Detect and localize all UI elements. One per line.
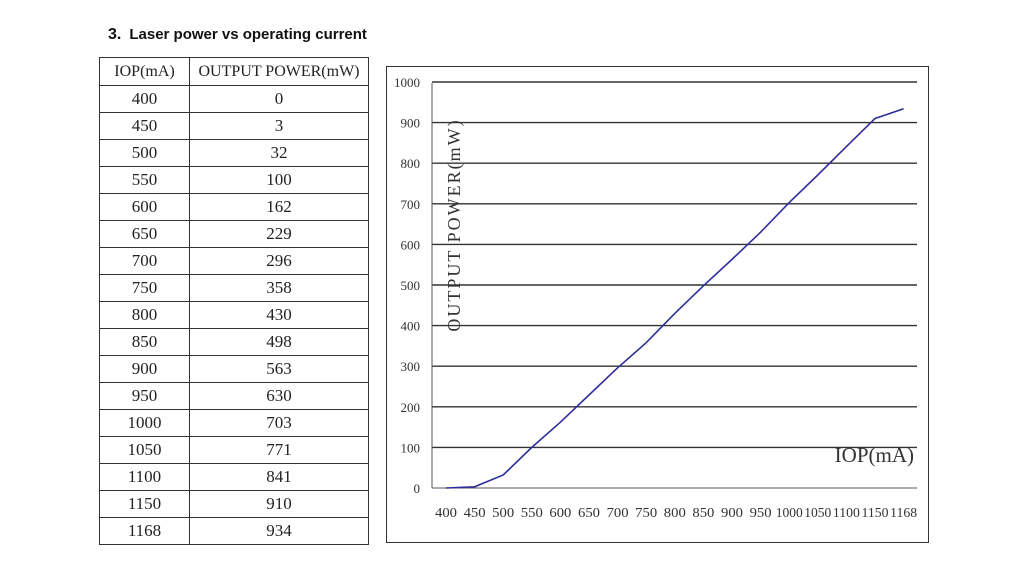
- table-row: 1150 910: [99, 490, 369, 518]
- x-tick-label: 800: [664, 506, 686, 521]
- cell-output-power: 32: [189, 139, 369, 167]
- y-tick-label: 100: [401, 440, 421, 455]
- x-tick-label: 750: [635, 506, 657, 521]
- cell-output-power: 100: [189, 166, 369, 194]
- section-number: 3.: [108, 26, 122, 43]
- x-tick-label: 850: [692, 506, 714, 521]
- x-axis-label: IOP(mA): [835, 443, 914, 467]
- y-tick-label: 800: [401, 156, 421, 171]
- cell-iop: 800: [99, 301, 190, 329]
- y-tick-label: 500: [401, 278, 421, 293]
- y-tick-label: 900: [401, 116, 421, 131]
- cell-iop: 450: [99, 112, 190, 140]
- cell-iop: 1150: [99, 490, 190, 518]
- cell-iop: 1050: [99, 436, 190, 464]
- y-tick-labels: 0 100 200 300 400 500 600 700 800 900 1000: [394, 75, 420, 496]
- y-tick-label: 600: [401, 237, 421, 252]
- table-row: 600 162: [99, 193, 369, 221]
- x-tick-label: 1050: [804, 506, 831, 521]
- cell-output-power: 3: [189, 112, 369, 140]
- table-row: 1100 841: [99, 463, 369, 491]
- header-output-power: OUTPUT POWER(mW): [189, 57, 369, 86]
- x-tick-label: 500: [492, 506, 514, 521]
- table-row: 750 358: [99, 274, 369, 302]
- x-tick-label: 700: [607, 506, 629, 521]
- table-row: 1168 934: [99, 517, 369, 545]
- table-row: 650 229: [99, 220, 369, 248]
- section-title: Laser power vs operating current: [129, 26, 367, 43]
- table-row: 550 100: [99, 166, 369, 194]
- cell-output-power: 229: [189, 220, 369, 248]
- cell-iop: 950: [99, 382, 190, 410]
- table-header-row: IOP(mA) OUTPUT POWER(mW): [99, 57, 369, 86]
- cell-iop: 400: [99, 85, 190, 113]
- cell-output-power: 910: [189, 490, 369, 518]
- y-axis-label: OUTPUT POWER(mW): [444, 118, 465, 331]
- section-heading: 3. Laser power vs operating current: [108, 26, 367, 44]
- y-tick-label: 400: [401, 319, 421, 334]
- chart-frame: 0 100 200 300 400 500 600 700 800 900 1000 400 450 5…: [386, 66, 929, 543]
- x-tick-label: 400: [435, 506, 457, 521]
- cell-iop: 650: [99, 220, 190, 248]
- cell-output-power: 771: [189, 436, 369, 464]
- x-tick-label: 900: [721, 506, 743, 521]
- cell-output-power: 934: [189, 517, 369, 545]
- cell-iop: 850: [99, 328, 190, 356]
- cell-iop: 550: [99, 166, 190, 194]
- y-tick-label: 300: [401, 359, 421, 374]
- table-row: 400 0: [99, 85, 369, 113]
- cell-output-power: 430: [189, 301, 369, 329]
- power-chart: 0 100 200 300 400 500 600 700 800 900 1000 400 450 5…: [394, 75, 917, 521]
- x-tick-label: 550: [521, 506, 543, 521]
- cell-iop: 1000: [99, 409, 190, 437]
- table-row: 900 563: [99, 355, 369, 383]
- table-row: 950 630: [99, 382, 369, 410]
- series-line: [445, 108, 904, 489]
- cell-iop: 1100: [99, 463, 190, 491]
- cell-output-power: 0: [189, 85, 369, 113]
- cell-iop: 500: [99, 139, 190, 167]
- cell-output-power: 703: [189, 409, 369, 437]
- x-tick-label: 1000: [776, 506, 803, 521]
- cell-output-power: 162: [189, 193, 369, 221]
- cell-output-power: 841: [189, 463, 369, 491]
- header-iop: IOP(mA): [99, 57, 190, 86]
- x-tick-label: 1168: [890, 506, 917, 521]
- table-row: 500 32: [99, 139, 369, 167]
- table-body: 400 0 450 3 500 32 550 100 600 162 650 229 700 296 750…: [99, 85, 369, 545]
- table-row: 850 498: [99, 328, 369, 356]
- chart-grid: [432, 81, 917, 489]
- cell-iop: 1168: [99, 517, 190, 545]
- y-tick-label: 1000: [394, 75, 420, 90]
- cell-output-power: 358: [189, 274, 369, 302]
- power-current-table: IOP(mA) OUTPUT POWER(mW) 400 0 450 3 500 32 55…: [99, 57, 369, 545]
- x-tick-label: 600: [549, 506, 571, 521]
- cell-iop: 600: [99, 193, 190, 221]
- cell-output-power: 498: [189, 328, 369, 356]
- x-tick-label: 950: [750, 506, 772, 521]
- x-tick-labels: 400 450 500 550 600 650 700 750 800 850 900 950 1000…: [435, 506, 917, 521]
- cell-output-power: 563: [189, 355, 369, 383]
- table-row: 450 3: [99, 112, 369, 140]
- cell-iop: 750: [99, 274, 190, 302]
- cell-iop: 700: [99, 247, 190, 275]
- cell-output-power: 296: [189, 247, 369, 275]
- table-row: 1000 703: [99, 409, 369, 437]
- cell-output-power: 630: [189, 382, 369, 410]
- y-tick-label: 200: [401, 400, 421, 415]
- x-tick-label: 1150: [862, 506, 889, 521]
- x-tick-label: 1100: [833, 506, 860, 521]
- table-row: 700 296: [99, 247, 369, 275]
- y-tick-label: 700: [401, 197, 421, 212]
- table-row: 800 430: [99, 301, 369, 329]
- x-tick-label: 650: [578, 506, 600, 521]
- cell-iop: 900: [99, 355, 190, 383]
- x-tick-label: 450: [464, 506, 486, 521]
- table-row: 1050 771: [99, 436, 369, 464]
- y-tick-label: 0: [414, 481, 421, 496]
